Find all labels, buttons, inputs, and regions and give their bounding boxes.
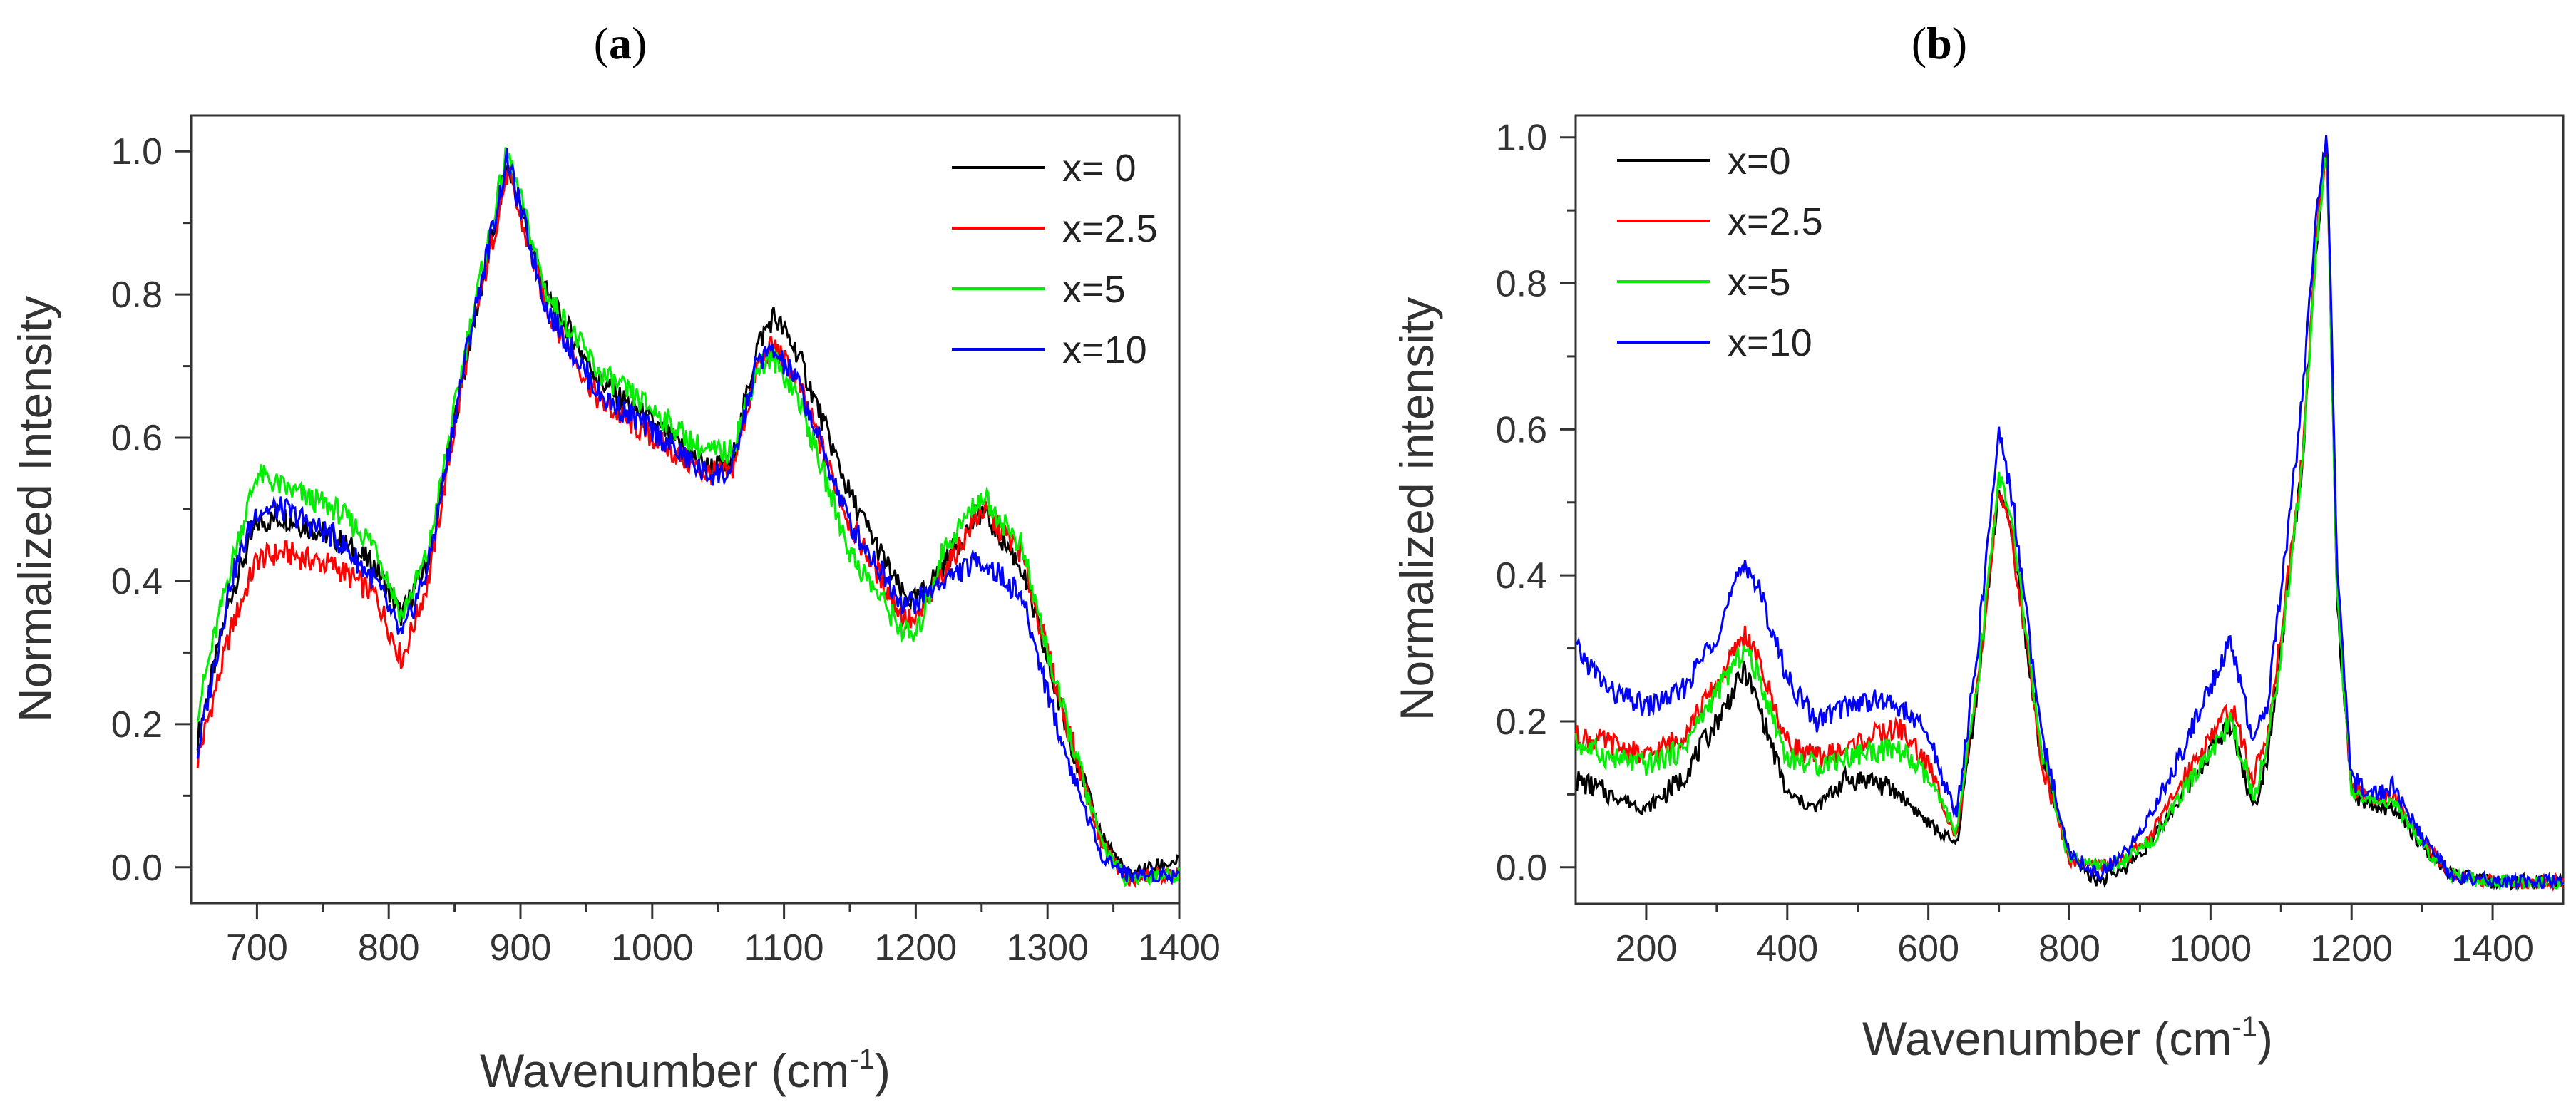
legend-label: x= 0 <box>1062 147 1136 190</box>
series-line-3 <box>196 147 1180 887</box>
x-tick-label: 900 <box>490 927 552 969</box>
y-tick-label: 0.2 <box>1496 701 1547 743</box>
legend: x= 0 x=2.5 x=5 x=10 <box>952 147 1158 371</box>
legend-label: x=0 <box>1728 140 1791 182</box>
legend-label: x=10 <box>1728 321 1812 364</box>
tick-layer: 200 400 600 800 1000 1200 1400 0.0 0.2 0.4 0.6 0.8 1… <box>1496 118 2534 969</box>
chart-panel-b: (b) 200 400 600 800 1000 1200 1400 0.0 0.2 0.4 0.6… <box>1390 18 2565 1065</box>
series-line-4 <box>196 148 1180 886</box>
series-layer <box>196 147 1180 889</box>
y-axis-title: Normalized Intensity <box>9 296 61 722</box>
plot-area-frame <box>1574 114 2565 905</box>
x-axis-title: Wavenumber (cm-1) <box>480 1044 891 1097</box>
y-axis-title: Normalized intensity <box>1390 297 1443 721</box>
y-tick-label: 1.0 <box>1496 118 1547 159</box>
x-tick-label: 1300 <box>1006 927 1089 969</box>
x-tick-label: 400 <box>1756 928 1818 969</box>
legend: x=0 x=2.5 x=5 x=10 <box>1617 140 1823 364</box>
panel-b-label: (b) <box>1912 18 1967 68</box>
chart-panel-a: (a) 700 800 900 1000 1100 1200 1300 1400 0.0 0.2 0… <box>9 18 1221 1097</box>
series-line-3 <box>1574 155 2565 890</box>
y-tick-label: 0.4 <box>111 561 163 602</box>
series-line-2 <box>1574 151 2565 892</box>
panel-a-label: (a) <box>594 18 647 68</box>
x-tick-label: 1100 <box>744 927 824 969</box>
series-layer <box>1574 135 2565 892</box>
y-tick-label: 0.6 <box>1496 409 1547 450</box>
y-tick-label: 0.8 <box>111 274 163 316</box>
tick-layer: 700 800 900 1000 1100 1200 1300 1400 0.0 0.2 0.4 0.… <box>111 131 1221 969</box>
y-tick-label: 0.4 <box>1496 555 1547 597</box>
legend-label: x=5 <box>1062 268 1126 311</box>
legend-label: x=2.5 <box>1062 207 1158 250</box>
y-tick-label: 1.0 <box>111 131 163 173</box>
x-tick-label: 600 <box>1897 928 1959 969</box>
x-tick-label: 700 <box>226 927 288 969</box>
y-tick-label: 0.0 <box>1496 848 1547 889</box>
x-tick-label: 1200 <box>2310 928 2393 969</box>
y-tick-label: 0.8 <box>1496 264 1547 305</box>
x-axis-title: Wavenumber (cm-1) <box>1862 1011 2273 1065</box>
series-line-1 <box>1575 141 2565 892</box>
series-line-4 <box>1575 135 2564 891</box>
x-tick-label: 1400 <box>1138 927 1221 969</box>
x-tick-label: 1200 <box>875 927 958 969</box>
y-tick-label: 0.6 <box>111 418 163 459</box>
x-tick-label: 1000 <box>611 927 694 969</box>
y-tick-label: 0.0 <box>111 848 163 889</box>
legend-label: x=2.5 <box>1728 200 1823 243</box>
x-tick-label: 800 <box>2038 928 2100 969</box>
legend-label: x=10 <box>1062 329 1147 371</box>
x-tick-label: 1400 <box>2451 928 2534 969</box>
x-tick-label: 1000 <box>2170 928 2252 969</box>
x-tick-label: 200 <box>1616 928 1678 969</box>
legend-label: x=5 <box>1728 261 1791 304</box>
plot-area-frame <box>190 114 1181 905</box>
x-tick-label: 800 <box>358 927 420 969</box>
series-line-2 <box>196 167 1180 889</box>
y-tick-label: 0.2 <box>111 704 163 746</box>
series-line-1 <box>196 165 1179 880</box>
